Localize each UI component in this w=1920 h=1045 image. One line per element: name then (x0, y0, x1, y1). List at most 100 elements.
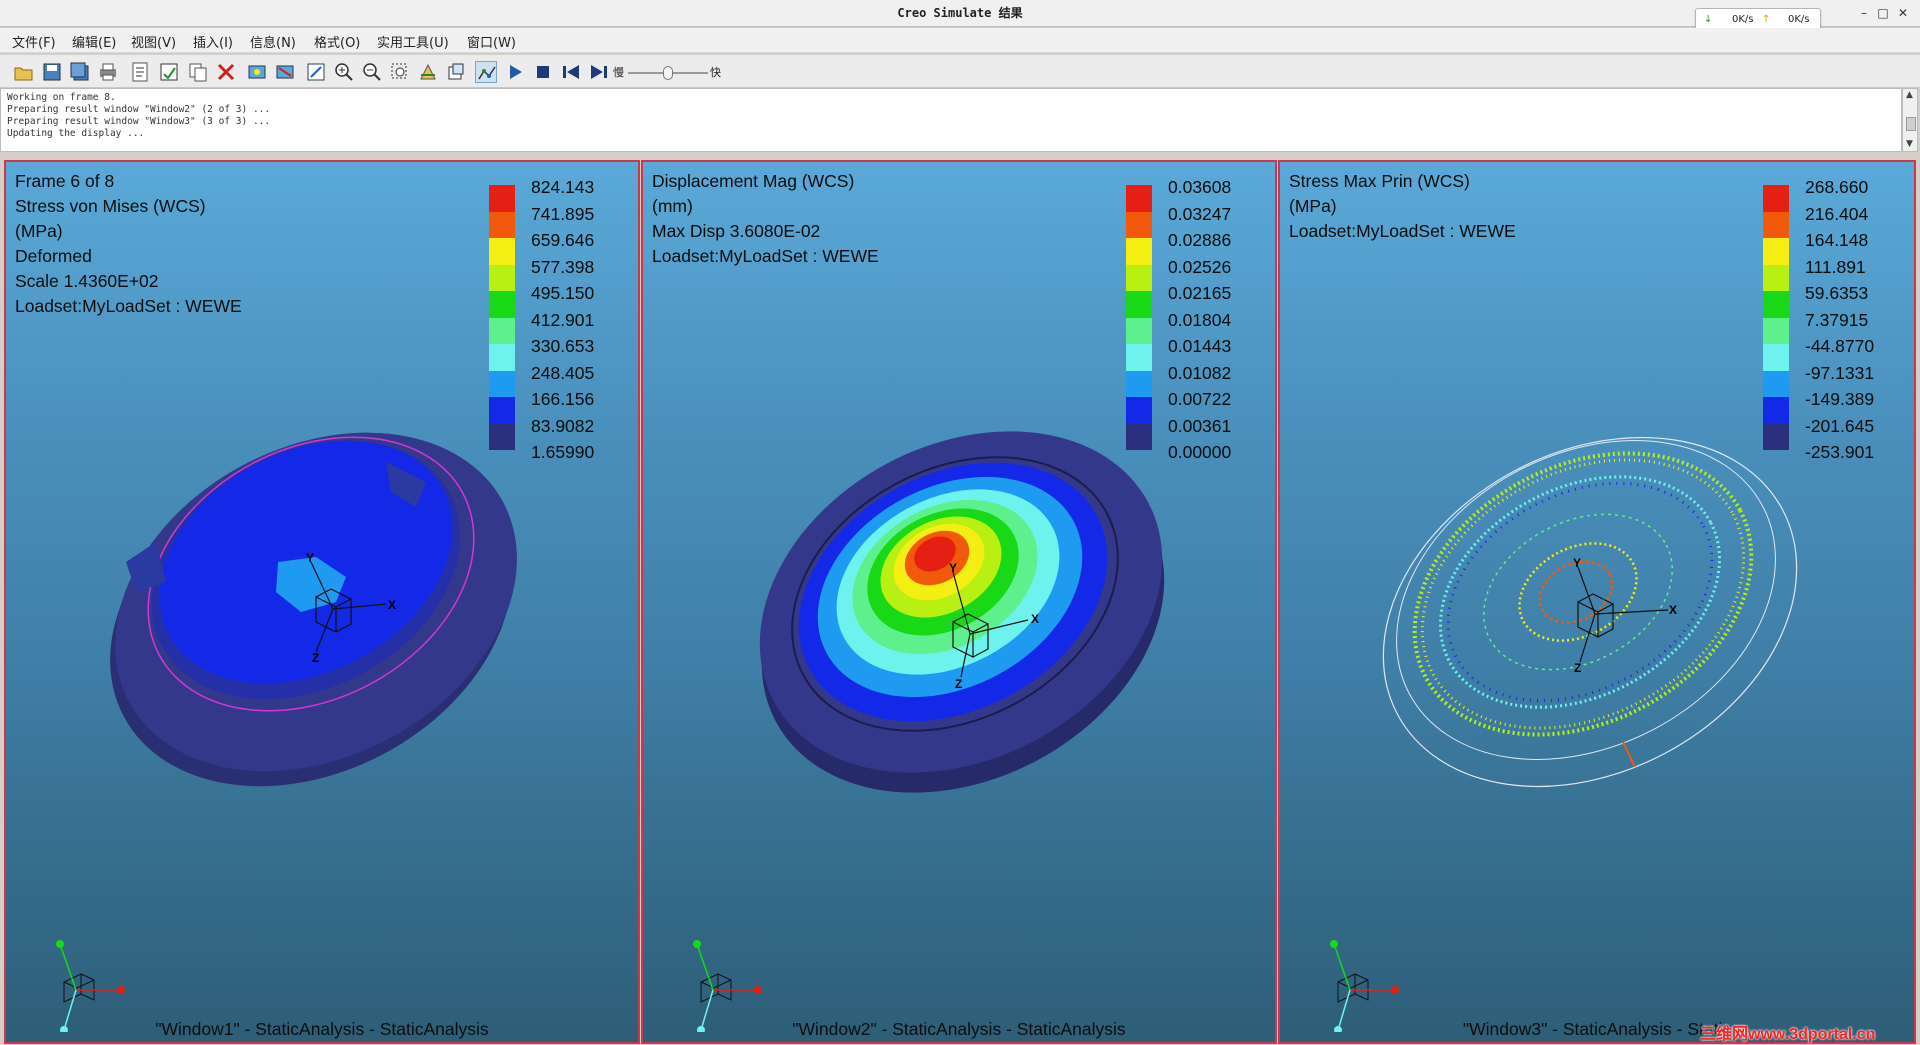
menu-insert[interactable]: 插入(I) (193, 36, 233, 51)
menu-bar: 文件(F) 编辑(E) 视图(V) 插入(I) 信息(N) 格式(O) 实用工具… (0, 28, 1920, 53)
zoom-window-icon[interactable] (389, 61, 411, 83)
y-axis-label: Y (949, 561, 957, 575)
legend-value: 495.150 (531, 283, 595, 303)
log-scrollbar[interactable]: ▲ ▼ (1902, 88, 1918, 152)
result-window-3[interactable]: X Y Z Stress Max Prin (WCS) (MPa) Loadse… (1278, 160, 1916, 1044)
speed-slider-thumb[interactable] (663, 66, 673, 80)
hide-icon[interactable] (274, 61, 296, 83)
legend-swatch (489, 211, 515, 238)
delete-icon[interactable] (215, 61, 237, 83)
last-frame-icon[interactable] (588, 61, 610, 83)
scroll-thumb[interactable] (1906, 117, 1916, 131)
legend-value: 577.398 (531, 256, 595, 277)
legend-value: 0.03608 (1168, 177, 1232, 197)
legend-value: 0.03247 (1168, 203, 1232, 224)
legend-swatch (489, 370, 515, 397)
report-icon[interactable] (129, 61, 151, 83)
legend-value: -97.1331 (1805, 362, 1875, 383)
loadset-label: Loadset:MyLoadSet : WEWE (1289, 221, 1516, 241)
stress-max-principal-model[interactable]: X Y Z (1280, 162, 1916, 1044)
legend-swatch (489, 317, 515, 344)
legend-value: -253.901 (1805, 442, 1875, 462)
legend-value: 0.01082 (1168, 362, 1232, 383)
log-line: Preparing result window "Window3" (3 of … (7, 116, 271, 127)
scroll-down-icon[interactable]: ▼ (1906, 139, 1913, 149)
legend-value: 0.00722 (1168, 389, 1232, 409)
legend-swatch (1126, 264, 1152, 291)
legend-swatch (1126, 344, 1152, 371)
legend-value: 824.143 (531, 177, 595, 197)
y-axis-label: Y (306, 551, 314, 565)
result-info: Frame 6 of 8 Stress von Mises (WCS) (MPa… (15, 169, 242, 319)
legend-value: 166.156 (531, 389, 595, 409)
save-icon[interactable] (41, 61, 63, 83)
toolbar: 慢 快 (0, 55, 1920, 88)
log-line: Working on frame 8. (7, 92, 116, 103)
menu-view[interactable]: 视图(V) (131, 36, 177, 51)
unit-label: (mm) (652, 196, 693, 216)
save-as-icon[interactable] (69, 61, 91, 83)
close-button[interactable]: ✕ (1897, 6, 1909, 20)
minimize-button[interactable]: – (1861, 6, 1867, 20)
edit-definition-icon[interactable] (158, 61, 180, 83)
scroll-up-icon[interactable]: ▲ (1906, 90, 1913, 100)
quantity-label: Stress Max Prin (WCS) (1289, 171, 1470, 191)
named-view-icon[interactable] (445, 61, 467, 83)
message-log: Working on frame 8. Preparing result win… (0, 88, 1902, 152)
displacement-model[interactable]: X Y Z (643, 162, 1277, 1044)
zoom-out-icon[interactable] (361, 61, 383, 83)
print-icon[interactable] (97, 61, 119, 83)
first-frame-icon[interactable] (560, 61, 582, 83)
legend-swatch (489, 397, 515, 424)
stress-von-mises-model[interactable]: X Y Z (6, 162, 640, 1044)
legend-value: 248.405 (531, 362, 595, 383)
menu-edit[interactable]: 编辑(E) (72, 36, 117, 51)
model-coordinate-system (952, 571, 1029, 678)
result-info: Stress Max Prin (WCS) (MPa) Loadset:MyLo… (1289, 169, 1516, 244)
model-coordinate-system (1577, 566, 1669, 663)
legend-swatch (489, 238, 515, 265)
animate-icon[interactable] (475, 61, 497, 83)
menu-format[interactable]: 格式(O) (314, 36, 361, 51)
maximize-button[interactable]: □ (1877, 6, 1889, 20)
show-icon[interactable] (246, 61, 268, 83)
legend-swatch (489, 423, 515, 450)
legend-swatch (1126, 317, 1152, 344)
result-window-1[interactable]: X Y Z Frame 6 of 8 Stress von Mises (WCS… (4, 160, 640, 1044)
log-line: Preparing result window "Window2" (2 of … (7, 104, 271, 115)
window-footer: "Window3" - StaticAnalysis - Static (1462, 1019, 1732, 1039)
play-icon[interactable] (504, 61, 526, 83)
legend-swatch (1126, 238, 1152, 265)
stop-icon[interactable] (532, 61, 554, 83)
result-window-2[interactable]: X Y Z Displacement Mag (WCS) (mm) Max Di… (641, 160, 1277, 1044)
copy-icon[interactable] (187, 61, 209, 83)
global-coordinate-triad (693, 940, 762, 1032)
menu-file[interactable]: 文件(F) (12, 36, 56, 51)
legend-swatch (489, 185, 515, 212)
legend-value: 0.00361 (1168, 415, 1232, 436)
open-icon[interactable] (13, 61, 35, 83)
zoom-in-icon[interactable] (333, 61, 355, 83)
menu-info[interactable]: 信息(N) (250, 36, 296, 51)
legend-swatch (1763, 423, 1789, 450)
window-footer: "Window1" - StaticAnalysis - StaticAnaly… (155, 1019, 489, 1039)
legend-swatch (1763, 185, 1789, 212)
y-axis-label: Y (1573, 556, 1581, 570)
refit-icon[interactable] (305, 61, 327, 83)
orient-icon[interactable] (417, 61, 439, 83)
deformed-label: Deformed (15, 246, 92, 266)
legend-swatch (1763, 264, 1789, 291)
legend-swatch (1763, 370, 1789, 397)
legend-value: 0.00000 (1168, 442, 1232, 462)
menu-window[interactable]: 窗口(W) (467, 36, 516, 51)
legend-value: 1.65990 (531, 442, 595, 462)
legend-value: 59.6353 (1805, 283, 1869, 303)
z-axis-label: Z (312, 651, 319, 665)
menu-utilities[interactable]: 实用工具(U) (377, 36, 449, 51)
legend-swatch (489, 264, 515, 291)
legend-swatch (1763, 397, 1789, 424)
legend-swatch (1763, 344, 1789, 371)
legend-swatch (1763, 211, 1789, 238)
animation-speed-slider[interactable] (628, 66, 708, 80)
unit-label: (MPa) (15, 221, 63, 241)
